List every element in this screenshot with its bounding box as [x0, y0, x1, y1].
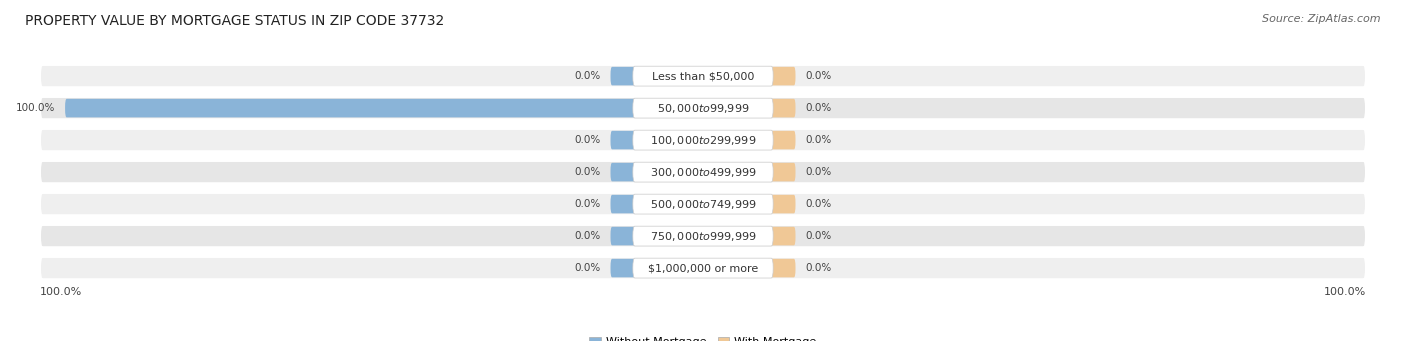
FancyBboxPatch shape — [610, 163, 640, 181]
Text: 0.0%: 0.0% — [806, 263, 831, 273]
Text: Source: ZipAtlas.com: Source: ZipAtlas.com — [1263, 14, 1381, 24]
FancyBboxPatch shape — [766, 67, 796, 85]
Text: 0.0%: 0.0% — [575, 167, 600, 177]
FancyBboxPatch shape — [766, 227, 796, 246]
FancyBboxPatch shape — [610, 227, 640, 246]
FancyBboxPatch shape — [633, 162, 773, 182]
Text: $100,000 to $299,999: $100,000 to $299,999 — [650, 134, 756, 147]
FancyBboxPatch shape — [39, 225, 1367, 248]
FancyBboxPatch shape — [633, 258, 773, 278]
FancyBboxPatch shape — [633, 98, 773, 118]
FancyBboxPatch shape — [633, 66, 773, 86]
Text: 0.0%: 0.0% — [575, 135, 600, 145]
FancyBboxPatch shape — [766, 131, 796, 149]
FancyBboxPatch shape — [633, 130, 773, 150]
FancyBboxPatch shape — [633, 194, 773, 214]
FancyBboxPatch shape — [766, 99, 796, 117]
Text: 0.0%: 0.0% — [806, 167, 831, 177]
FancyBboxPatch shape — [766, 259, 796, 277]
FancyBboxPatch shape — [610, 131, 640, 149]
FancyBboxPatch shape — [610, 195, 640, 213]
Text: $750,000 to $999,999: $750,000 to $999,999 — [650, 229, 756, 242]
FancyBboxPatch shape — [766, 195, 796, 213]
FancyBboxPatch shape — [766, 163, 796, 181]
FancyBboxPatch shape — [39, 161, 1367, 183]
Text: 0.0%: 0.0% — [575, 199, 600, 209]
FancyBboxPatch shape — [65, 99, 640, 117]
Text: 100.0%: 100.0% — [15, 103, 55, 113]
Legend: Without Mortgage, With Mortgage: Without Mortgage, With Mortgage — [585, 332, 821, 341]
Text: 0.0%: 0.0% — [575, 231, 600, 241]
FancyBboxPatch shape — [610, 67, 640, 85]
FancyBboxPatch shape — [39, 64, 1367, 88]
Text: 0.0%: 0.0% — [806, 231, 831, 241]
Text: 100.0%: 100.0% — [39, 287, 82, 297]
Text: 0.0%: 0.0% — [806, 103, 831, 113]
Text: 0.0%: 0.0% — [806, 199, 831, 209]
Text: $1,000,000 or more: $1,000,000 or more — [648, 263, 758, 273]
Text: PROPERTY VALUE BY MORTGAGE STATUS IN ZIP CODE 37732: PROPERTY VALUE BY MORTGAGE STATUS IN ZIP… — [25, 14, 444, 28]
Text: $50,000 to $99,999: $50,000 to $99,999 — [657, 102, 749, 115]
Text: 0.0%: 0.0% — [806, 135, 831, 145]
Text: 0.0%: 0.0% — [575, 71, 600, 81]
FancyBboxPatch shape — [39, 256, 1367, 280]
Text: $500,000 to $749,999: $500,000 to $749,999 — [650, 197, 756, 211]
Text: Less than $50,000: Less than $50,000 — [652, 71, 754, 81]
Text: 100.0%: 100.0% — [1324, 287, 1367, 297]
Text: $300,000 to $499,999: $300,000 to $499,999 — [650, 166, 756, 179]
FancyBboxPatch shape — [39, 193, 1367, 216]
FancyBboxPatch shape — [633, 226, 773, 246]
Text: 0.0%: 0.0% — [575, 263, 600, 273]
Text: 0.0%: 0.0% — [806, 71, 831, 81]
FancyBboxPatch shape — [39, 129, 1367, 152]
FancyBboxPatch shape — [39, 97, 1367, 120]
FancyBboxPatch shape — [610, 259, 640, 277]
